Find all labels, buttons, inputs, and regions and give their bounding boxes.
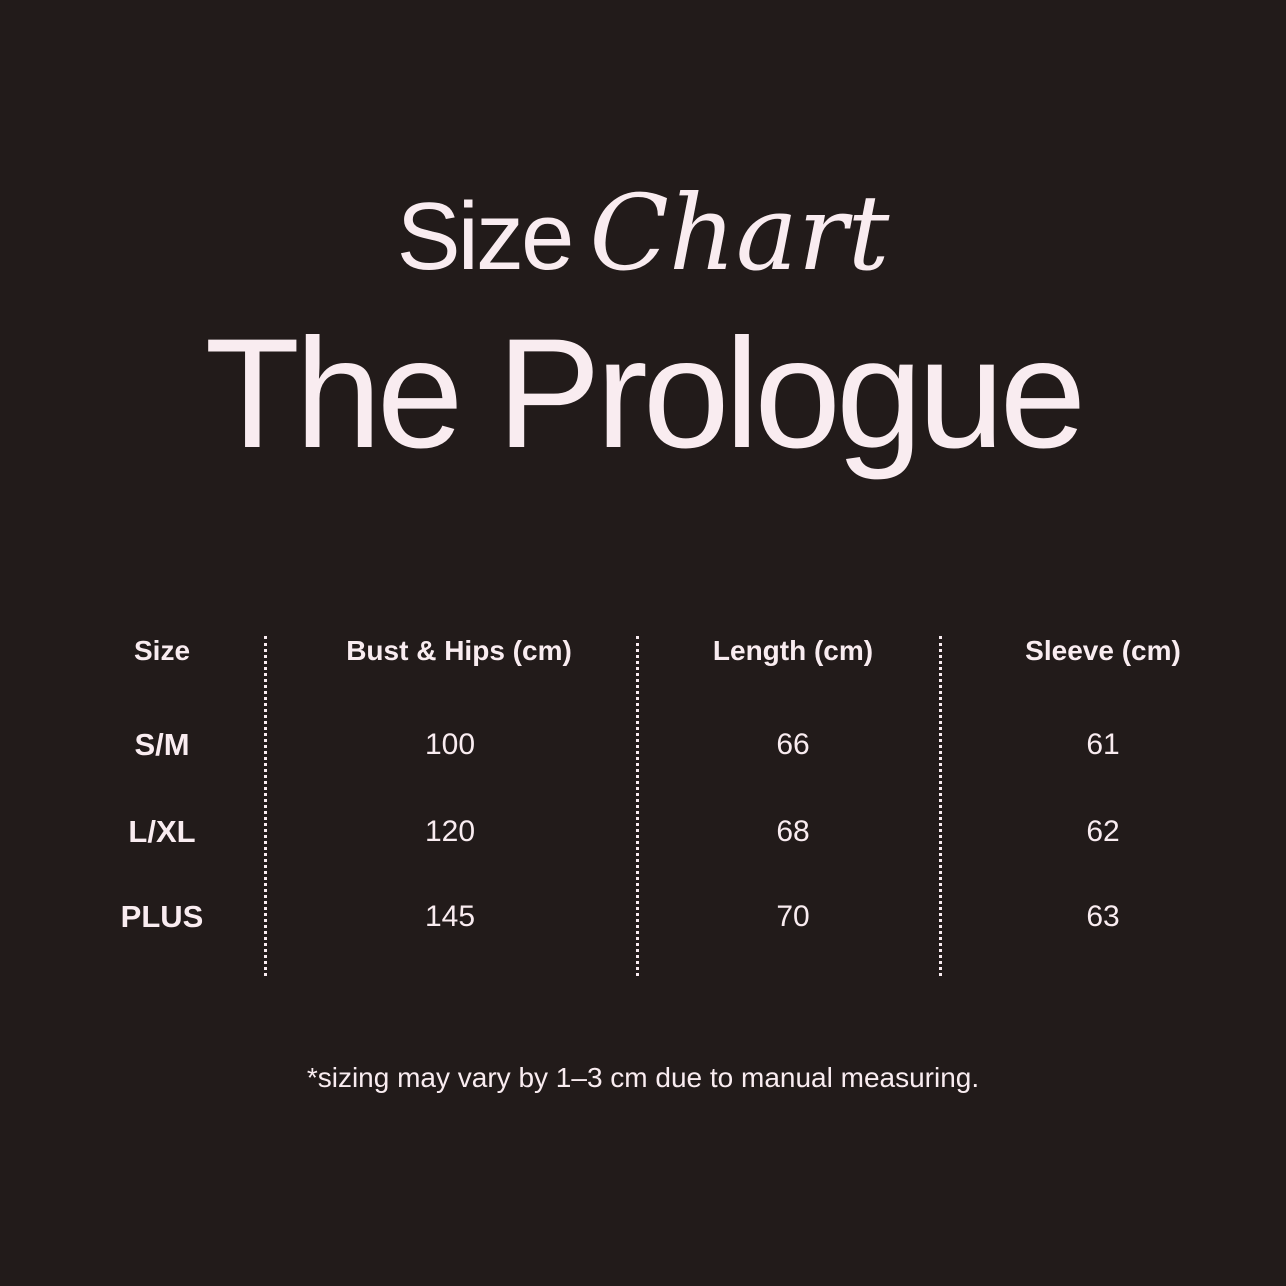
size-label: S/M: [134, 727, 190, 762]
measurement-cell: 145: [424, 900, 476, 933]
measurement-cell: 61: [1086, 728, 1120, 761]
measurement-cell: 120: [424, 815, 476, 848]
title-script: Chart: [589, 172, 890, 294]
column-header: Bust & Hips (cm): [346, 635, 572, 666]
size-label: PLUS: [120, 899, 204, 934]
title-size-chart: Size Chart: [0, 172, 1286, 294]
footnote: *sizing may vary by 1–3 cm due to manual…: [306, 1062, 980, 1093]
size-label: L/XL: [128, 814, 196, 849]
column-header: Size: [133, 635, 191, 666]
measurement-cell: 70: [776, 900, 810, 933]
column-header: Sleeve (cm): [1025, 635, 1181, 666]
measurement-cell: 100: [424, 728, 476, 761]
measurement-cell: 63: [1086, 900, 1120, 933]
title-plain: Size: [396, 183, 575, 290]
column-divider: [636, 636, 639, 976]
column-header: Length (cm): [712, 635, 874, 666]
measurement-cell: 66: [776, 728, 810, 761]
collection-title: The Prologue: [204, 307, 1087, 481]
column-divider: [264, 636, 267, 976]
column-divider: [939, 636, 942, 976]
measurement-cell: 62: [1086, 815, 1120, 848]
measurement-cell: 68: [776, 815, 810, 848]
